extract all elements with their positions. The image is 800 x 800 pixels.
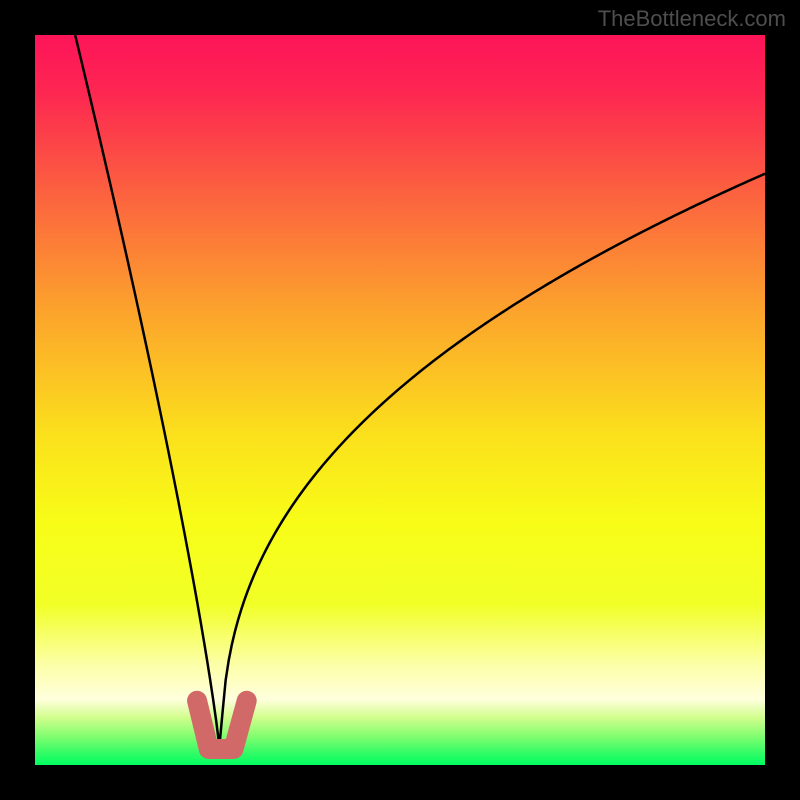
watermark-text: TheBottleneck.com	[598, 6, 786, 32]
bottleneck-chart	[35, 35, 765, 765]
chart-background	[35, 35, 765, 765]
